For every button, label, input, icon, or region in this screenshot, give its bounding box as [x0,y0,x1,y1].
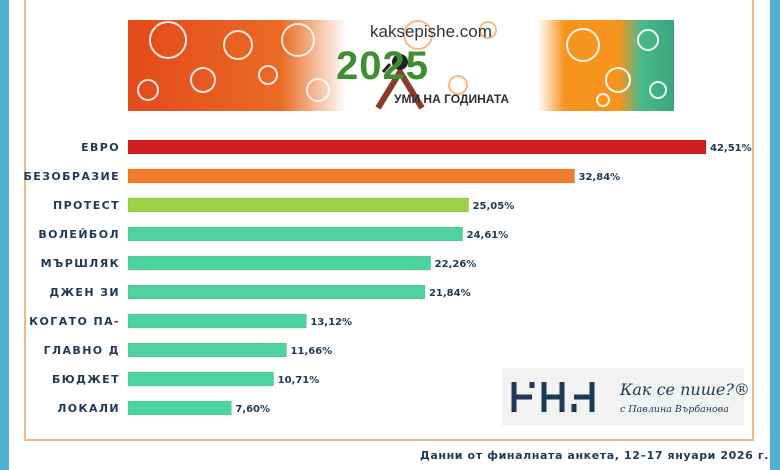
bar [127,255,431,271]
category-label: МЪРШЛЯК [41,257,120,270]
value-label: 25,05% [473,201,515,212]
site-name: kaksepishe.com [370,22,492,41]
value-label: 7,60% [235,404,270,415]
footer-note: Данни от финалната анкета, 12–17 януари … [419,449,769,462]
bar [127,342,287,358]
bar-chart: ЕВРО 42,51% БЕЗОБРАЗИЕ 32,84% ПРОТЕСТ 25,05% В… [23,139,752,416]
logo-box: Как се пише?® с Павлина Върбанова [502,368,750,426]
value-label: 24,61% [467,230,509,241]
category-label: КОГАТО ПА- [29,315,120,328]
bar [127,371,274,387]
value-label: 13,12% [310,317,352,328]
category-label: БЮДЖЕТ [52,373,120,386]
logo-title: Как се пише?® [620,380,750,399]
kak-se-pishe-logo-icon [511,382,595,412]
logo-subtitle: с Павлина Върбанова [620,404,729,415]
category-label: ЕВРО [81,141,120,154]
banner-image [128,20,674,111]
bar [127,313,307,329]
value-label: 32,84% [579,172,621,183]
banner-year: 2025 [336,44,429,88]
value-label: 11,66% [291,346,333,357]
bar [127,168,575,184]
value-label: 21,84% [429,288,471,299]
category-label: ГЛАВНО Д [44,344,120,357]
banner-tagline: УМИ НА ГОДИНАТА [394,92,510,106]
bar [127,400,232,416]
category-label: ВОЛЕЙБОЛ [38,228,120,241]
bar [127,139,707,155]
category-label: ЛОКАЛИ [57,402,120,415]
value-label: 10,71% [278,375,320,386]
chart-frame [24,0,754,441]
bar [127,284,426,300]
value-label: 42,51% [710,143,752,154]
category-label: БЕЗОБРАЗИЕ [23,170,120,183]
bar [127,226,463,242]
banner-graphic [128,20,674,111]
category-label: ПРОТЕСТ [53,199,120,212]
value-label: 22,26% [435,259,477,270]
category-label: ДЖЕН ЗИ [49,286,120,299]
bar [127,197,469,213]
